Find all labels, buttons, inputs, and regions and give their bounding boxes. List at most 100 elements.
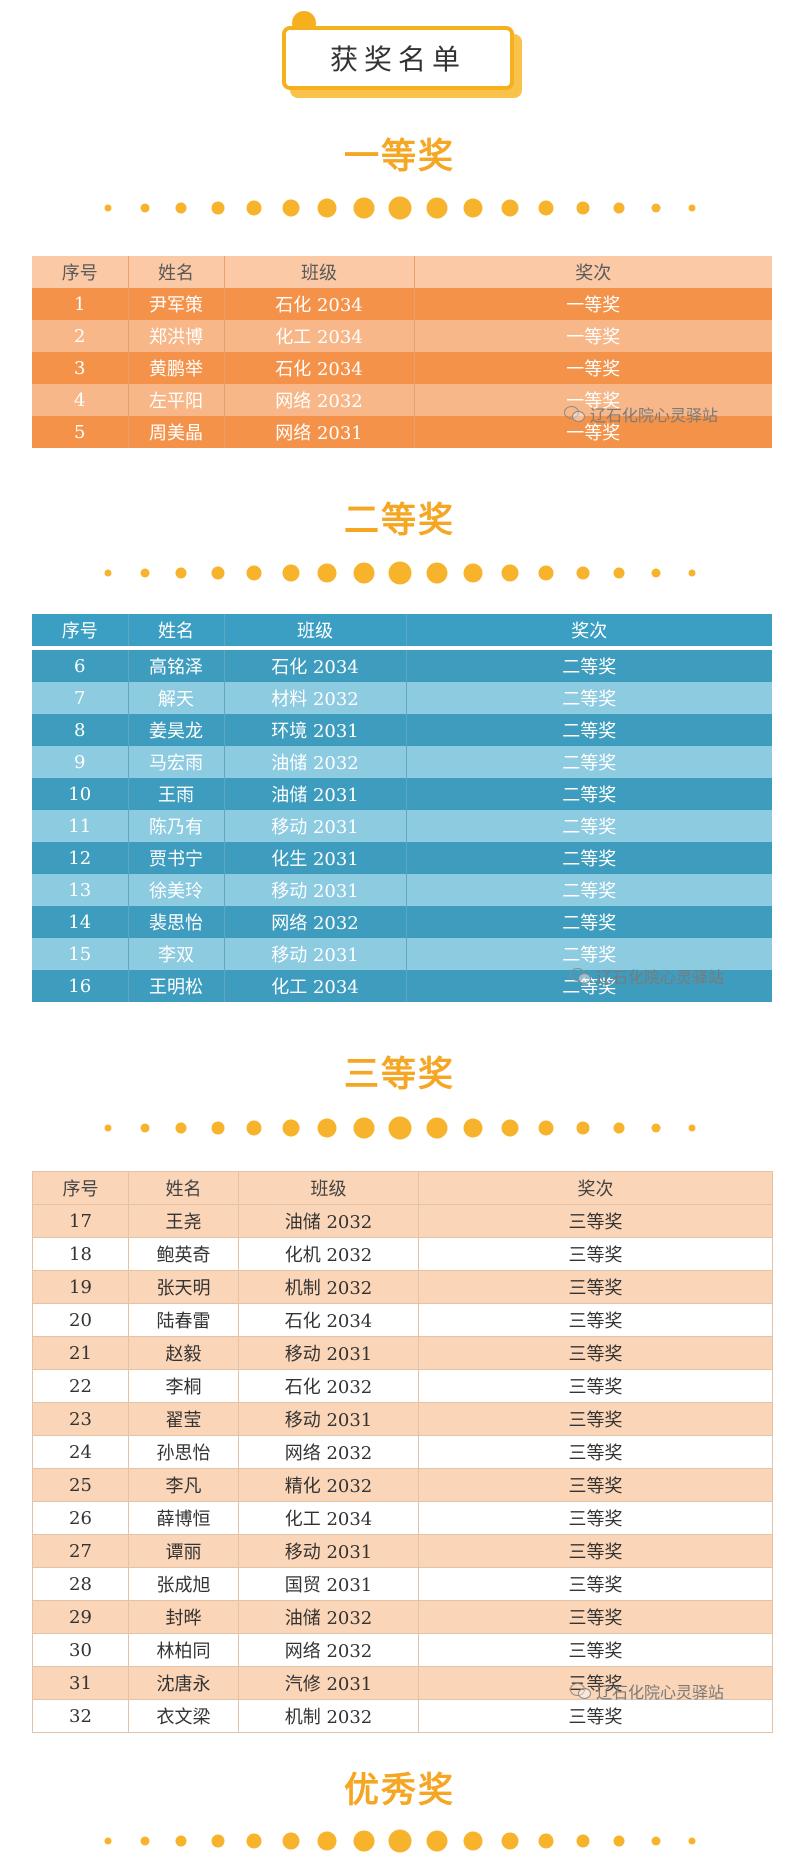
- decorative-dot: [104, 1837, 112, 1845]
- decorative-dot: [104, 569, 112, 577]
- cell-number: 4: [32, 384, 128, 416]
- header-name: 姓名: [127, 614, 224, 648]
- cell-number: 9: [32, 746, 128, 778]
- cell-award: 二等奖: [405, 682, 772, 714]
- decorative-dot: [317, 563, 337, 583]
- cell-number: 19: [32, 1270, 129, 1304]
- decorative-dot: [613, 1122, 625, 1134]
- cell-number: 21: [32, 1336, 129, 1370]
- cell-number: 2: [32, 320, 128, 352]
- cell-class: 国贸 2031: [238, 1567, 419, 1601]
- decorative-dot: [246, 1120, 262, 1136]
- decorative-dot: [538, 1833, 554, 1849]
- decorative-dot: [282, 1832, 299, 1850]
- cell-class: 石化 2034: [223, 646, 406, 682]
- decorative-dot: [246, 1833, 262, 1849]
- table-row: 8 姜昊龙 环境 2031 二等奖: [32, 714, 772, 746]
- decorative-dot: [463, 198, 483, 218]
- cell-name: 高铭泽: [127, 646, 224, 682]
- cell-name: 裴思怡: [127, 906, 224, 938]
- cell-class: 移动 2031: [238, 1534, 419, 1568]
- table-row: 13 徐美玲 移动 2031 二等奖: [32, 874, 772, 906]
- heading-second-prize: 二等奖: [343, 501, 455, 541]
- header-class: 班级: [223, 614, 406, 648]
- cell-award: 二等奖: [405, 906, 772, 938]
- cell-class: 移动 2031: [238, 1336, 419, 1370]
- decorative-dot: [538, 200, 554, 216]
- cell-name: 徐美玲: [127, 874, 224, 906]
- watermark-text: 辽石化院心灵驿站: [596, 968, 725, 987]
- cell-award: 三等奖: [418, 1633, 773, 1667]
- decorative-dot: [211, 1834, 224, 1848]
- decorative-dot: [140, 203, 149, 213]
- decorative-dot: [175, 202, 187, 214]
- table-row: 12 贾书宁 化生 2031 二等奖: [32, 842, 772, 874]
- cell-number: 3: [32, 352, 128, 384]
- cell-class: 网络 2032: [223, 906, 406, 938]
- cell-name: 姜昊龙: [127, 714, 224, 746]
- table-row: 2 郑洪博 化工 2034 一等奖: [32, 320, 772, 352]
- cell-number: 23: [32, 1402, 129, 1436]
- header-award: 奖次: [405, 614, 772, 648]
- table-row: 7 解天 材料 2032 二等奖: [32, 682, 772, 714]
- table-row: 16 王明松 化工 2034 二等奖: [32, 970, 772, 1002]
- wechat-icon: [570, 1683, 592, 1699]
- cell-number: 32: [32, 1699, 129, 1733]
- decorative-dot: [211, 566, 224, 580]
- cell-name: 林柏同: [128, 1633, 239, 1667]
- cell-award: 一等奖: [413, 384, 772, 416]
- cell-number: 6: [32, 646, 128, 682]
- decorative-dot: [282, 564, 299, 582]
- header-class: 班级: [223, 256, 414, 288]
- header-name: 姓名: [127, 256, 224, 288]
- decorative-dot: [353, 562, 374, 584]
- cell-number: 7: [32, 682, 128, 714]
- cell-number: 14: [32, 906, 128, 938]
- cell-number: 27: [32, 1534, 129, 1568]
- decorative-dot: [688, 204, 696, 212]
- cell-name: 谭丽: [128, 1534, 239, 1568]
- cell-number: 22: [32, 1369, 129, 1403]
- cell-class: 化生 2031: [223, 842, 406, 874]
- dots-divider: [0, 193, 799, 223]
- cell-name: 翟莹: [128, 1402, 239, 1436]
- decorative-dot: [651, 568, 660, 578]
- decorative-dot: [426, 1830, 447, 1852]
- cell-name: 解天: [127, 682, 224, 714]
- cell-name: 赵毅: [128, 1336, 239, 1370]
- cell-award: 三等奖: [418, 1534, 773, 1568]
- decorative-dot: [353, 1830, 374, 1852]
- cell-award: 三等奖: [418, 1699, 773, 1733]
- decorative-dot: [688, 1124, 696, 1132]
- cell-number: 28: [32, 1567, 129, 1601]
- cell-award: 一等奖: [413, 288, 772, 320]
- decorative-dot: [463, 1118, 483, 1138]
- cell-name: 陆春雷: [128, 1303, 239, 1337]
- table-row: 4 左平阳 网络 2032 一等奖: [32, 384, 772, 416]
- decorative-dot: [353, 1117, 374, 1139]
- table-row: 23 翟莹 移动 2031 三等奖: [32, 1402, 773, 1436]
- cell-class: 精化 2032: [238, 1468, 419, 1502]
- table-row: 21 赵毅 移动 2031 三等奖: [32, 1336, 773, 1370]
- dots-divider: [0, 1826, 799, 1856]
- cell-name: 李凡: [128, 1468, 239, 1502]
- cell-name: 郑洪博: [127, 320, 224, 352]
- cell-award: 二等奖: [405, 746, 772, 778]
- cell-name: 李桐: [128, 1369, 239, 1403]
- cell-number: 10: [32, 778, 128, 810]
- cell-number: 15: [32, 938, 128, 970]
- decorative-dot: [651, 1836, 660, 1846]
- decorative-dot: [246, 565, 262, 581]
- watermark: 辽石化院心灵驿站: [570, 1679, 724, 1703]
- cell-class: 网络 2032: [223, 384, 414, 416]
- cell-name: 张天明: [128, 1270, 239, 1304]
- cell-name: 周美晶: [127, 416, 224, 448]
- table-row: 14 裴思怡 网络 2032 二等奖: [32, 906, 772, 938]
- decorative-dot: [104, 1124, 112, 1132]
- cell-award: 三等奖: [418, 1402, 773, 1436]
- decorative-dot: [388, 1116, 412, 1140]
- decorative-dot: [576, 201, 589, 215]
- decorative-dot: [104, 204, 112, 212]
- table-header-row: 序号 姓名 班级 奖次: [32, 614, 772, 648]
- decorative-dot: [651, 203, 660, 213]
